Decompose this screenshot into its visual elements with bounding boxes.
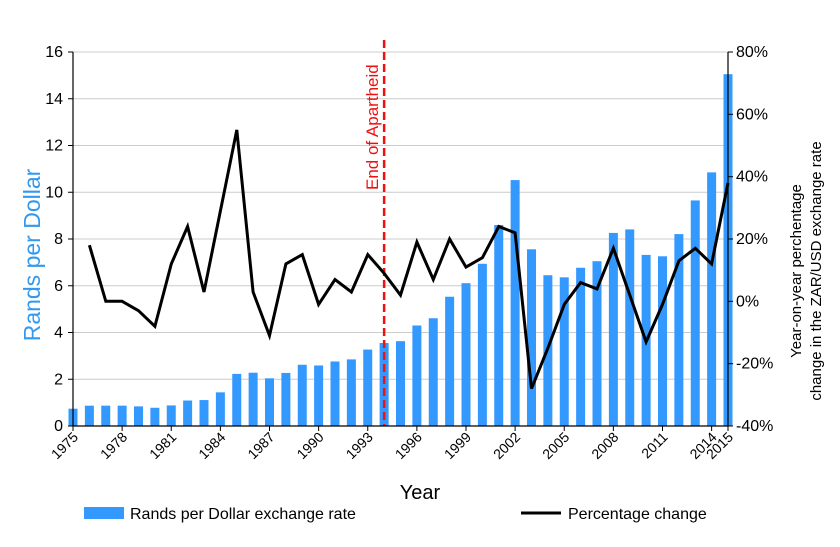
- x-tick-labels: 1975 1978 1981 1984 1987 1990 1993 1996 1999 2002…: [48, 429, 736, 462]
- bar: [690, 200, 700, 426]
- bar: [658, 256, 667, 426]
- bar: [117, 405, 127, 426]
- y-right-tick-label: 0%: [736, 293, 759, 310]
- x-tick-label: 1999: [441, 429, 474, 462]
- x-tick-label: 2008: [588, 429, 621, 462]
- legend-label-line: Percentage change: [568, 506, 707, 523]
- bar: [576, 267, 586, 426]
- bar: [494, 224, 504, 426]
- x-tick-label: 2005: [539, 429, 572, 462]
- bar: [248, 372, 258, 426]
- bar: [281, 372, 291, 426]
- bar: [330, 361, 340, 426]
- x-tick-label: 1990: [293, 429, 326, 462]
- y-tick-label: 16: [45, 44, 63, 61]
- y-right-tick-label: -20%: [736, 356, 773, 373]
- y-right-tick-label: 40%: [736, 169, 768, 186]
- bar: [674, 234, 684, 426]
- x-tick-label: 1975: [48, 429, 81, 462]
- y-tick-label: 10: [45, 184, 63, 201]
- bar: [625, 229, 635, 426]
- bar: [707, 172, 717, 426]
- y-right-tick-label: 60%: [736, 106, 768, 123]
- y-right-axis-label-line-2: change in the ZAR/USD exchange rate: [808, 141, 825, 400]
- x-tick-label: 1981: [146, 429, 179, 462]
- y-right-tick-label: -40%: [736, 418, 773, 435]
- percentage-change-line: [87, 129, 730, 390]
- legend-swatch-bars: [84, 507, 124, 519]
- axes: [68, 51, 733, 431]
- bar: [379, 343, 389, 426]
- bar: [477, 263, 487, 426]
- y-tick-label: 6: [54, 278, 63, 295]
- y-right-tick-labels: -40% -20% 0% 20% 40% 60% 80%: [736, 44, 773, 435]
- y-tick-label: 0: [54, 418, 63, 435]
- y-right-tick-label: 20%: [736, 231, 768, 248]
- y-right-tick-label: 80%: [736, 44, 768, 61]
- x-tick-label: 1993: [343, 429, 376, 462]
- line-series: [87, 129, 730, 390]
- x-tick-label: 1996: [392, 429, 425, 462]
- bar: [232, 373, 242, 426]
- y-tick-label: 4: [54, 325, 63, 342]
- bar: [150, 407, 160, 426]
- bar: [461, 283, 471, 426]
- bar: [215, 392, 225, 426]
- y-tick-labels: 0 2 4 6 8 10 12 14 16: [45, 44, 63, 435]
- bar: [265, 378, 274, 426]
- x-tick-label: 1984: [195, 429, 228, 462]
- y-tick-label: 12: [45, 138, 63, 155]
- bar: [412, 325, 422, 426]
- bar: [134, 406, 143, 426]
- bar: [510, 180, 520, 426]
- bar: [101, 405, 111, 426]
- bar: [445, 296, 455, 426]
- bar: [183, 400, 193, 426]
- bar: [396, 341, 405, 426]
- bar: [166, 405, 176, 426]
- y-tick-label: 14: [45, 91, 63, 108]
- bar: [363, 349, 373, 426]
- bar: [592, 261, 602, 426]
- x-tick-label: 1987: [244, 429, 277, 462]
- x-tick-label: 1978: [97, 429, 130, 462]
- bar-series: [68, 74, 733, 427]
- bar: [314, 365, 324, 426]
- bar: [297, 364, 307, 426]
- bar: [346, 359, 356, 426]
- x-tick-label: 2011: [638, 429, 671, 462]
- bar: [84, 405, 94, 426]
- y-tick-label: 8: [54, 231, 63, 248]
- annotation-end-of-apartheid: End of Apartheid: [363, 64, 382, 190]
- bar: [559, 277, 569, 426]
- y-tick-label: 2: [54, 371, 63, 388]
- legend: Rands per Dollar exchange rate Percentag…: [84, 506, 707, 523]
- bar: [199, 400, 209, 426]
- bar: [428, 318, 438, 426]
- x-tick-label: 2002: [490, 429, 523, 462]
- bar: [608, 232, 618, 426]
- x-axis-label: Year: [400, 482, 441, 504]
- legend-label-bars: Rands per Dollar exchange rate: [130, 506, 356, 523]
- y-right-axis-label-line-1: Year-on-year perchentage: [788, 184, 805, 358]
- y-axis-label: Rands per Dollar: [19, 168, 45, 341]
- bar: [527, 249, 536, 426]
